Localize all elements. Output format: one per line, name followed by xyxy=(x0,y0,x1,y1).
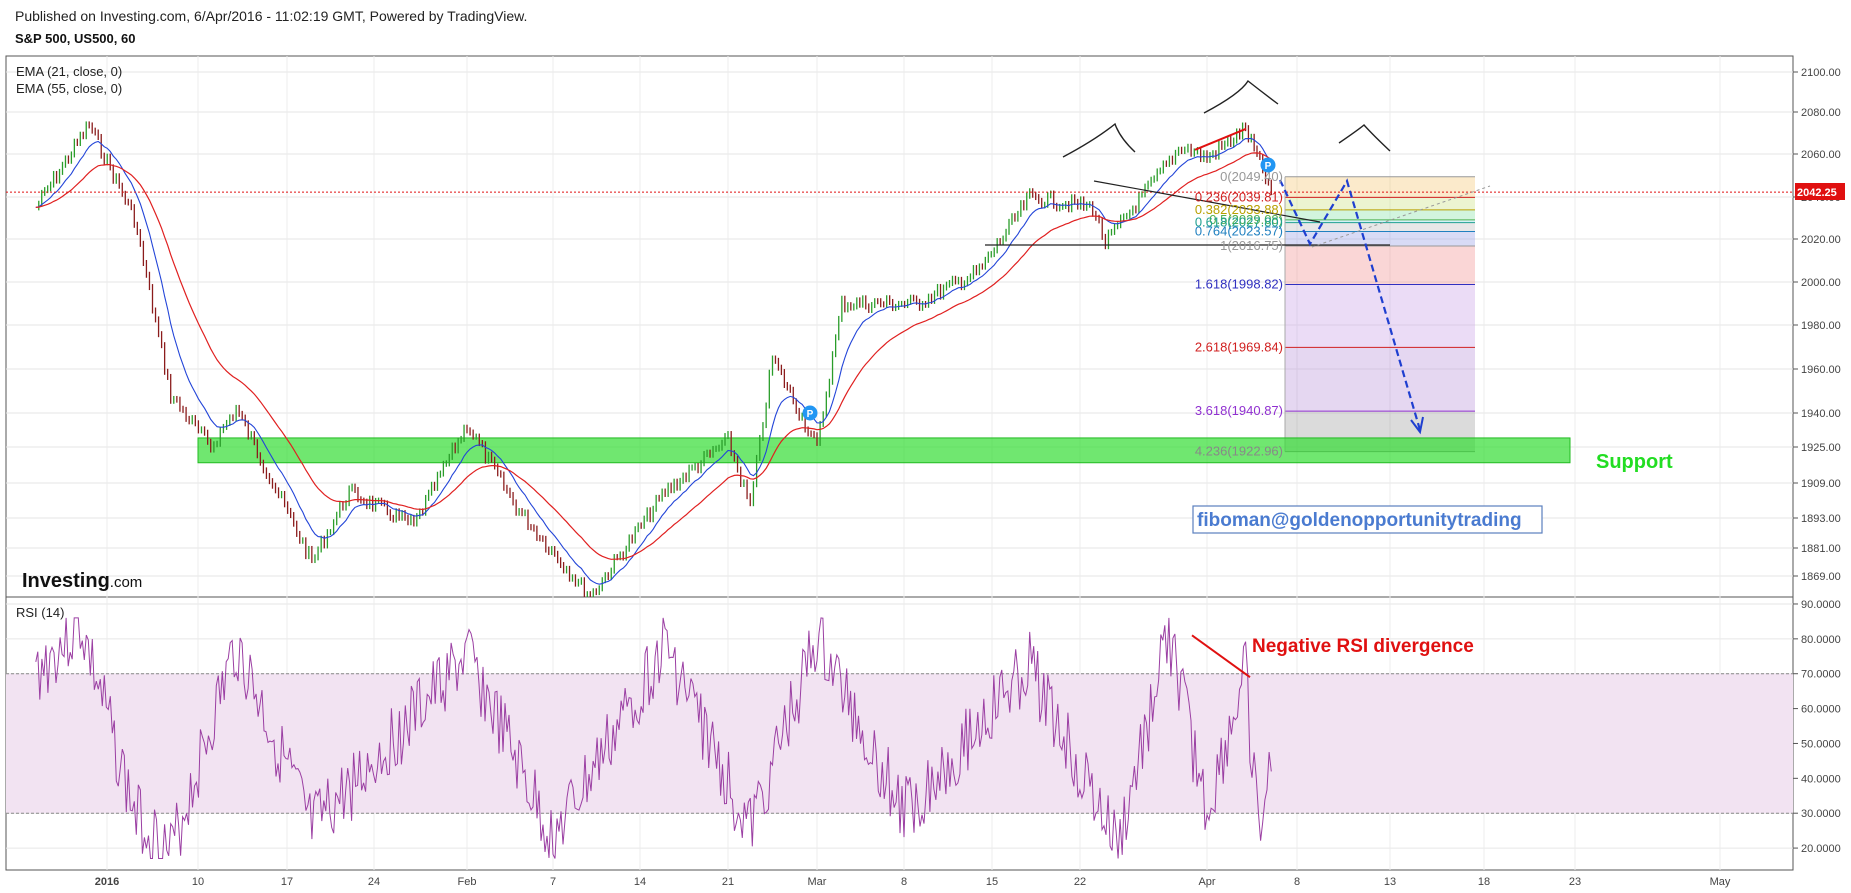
fib-level-label: 3.618(1940.87) xyxy=(1195,403,1283,418)
support-zone xyxy=(197,437,1571,464)
dotted-projection xyxy=(1311,185,1491,248)
fibonacci-zones xyxy=(1284,176,1475,453)
watermark-box xyxy=(1192,505,1543,534)
current-price-value: 2042.25 xyxy=(1797,187,1837,199)
current-price-tag xyxy=(1795,183,1845,200)
time-tick-label: 13 xyxy=(1384,876,1396,888)
time-tick-label: 8 xyxy=(901,876,907,888)
ema21-legend: EMA (21, close, 0) xyxy=(16,64,122,79)
price-tick-label: 2100.00 xyxy=(1801,67,1841,79)
time-tick-label: 17 xyxy=(281,876,293,888)
time-tick-label: 18 xyxy=(1478,876,1490,888)
fib-level-label: 1(2016.75) xyxy=(1220,238,1283,253)
fib-level-label: 0.764(2023.57) xyxy=(1195,224,1283,239)
drawings xyxy=(6,79,1793,679)
price-tick-label: 1893.00 xyxy=(1801,513,1841,525)
rsi-tick-label: 90.0000 xyxy=(1801,599,1841,611)
fib-level-label: 4.236(1922.96) xyxy=(1195,444,1283,459)
rsi-legend: RSI (14) xyxy=(16,605,64,620)
left-shoulder-arc xyxy=(1062,122,1136,158)
fibonacci-labels: 0(2049.40)0.236(2039.81)0.382(2033.88)0.… xyxy=(1195,169,1283,459)
fib-zone xyxy=(1285,245,1475,285)
symbol-title: S&P 500, US500, 60 xyxy=(15,31,136,46)
time-tick-label: 22 xyxy=(1074,876,1086,888)
ema21-line xyxy=(35,137,1272,585)
price-tick-label: 2080.00 xyxy=(1801,107,1841,119)
time-tick-label: 2016 xyxy=(95,876,119,888)
fib-zone xyxy=(1285,284,1475,348)
rsi-tick-label: 50.0000 xyxy=(1801,738,1841,750)
fib-level-label: 0.236(2039.81) xyxy=(1195,189,1283,204)
support-label: Support xyxy=(1596,451,1673,473)
pivot-marker-1[interactable]: P xyxy=(1260,157,1276,173)
price-tick-label: 1881.00 xyxy=(1801,543,1841,555)
x-axis: 2016 10 17 24 Feb 7 14 21 Mar 8 15 22 Apr 8 13 18 23 May xyxy=(95,876,1731,888)
rsi-tick-label: 80.0000 xyxy=(1801,634,1841,646)
projection-path xyxy=(1279,178,1422,431)
price-tick-label: 1960.00 xyxy=(1801,364,1841,376)
price-tick-label: 1869.00 xyxy=(1801,571,1841,583)
fib-level-label: 0.382(2033.88) xyxy=(1195,202,1283,217)
time-tick-label: May xyxy=(1710,876,1731,888)
fib-level-label: 2.618(1969.84) xyxy=(1195,339,1283,354)
time-tick-label: Apr xyxy=(1198,876,1215,888)
trend-line xyxy=(1093,180,1321,223)
rsi-series xyxy=(35,617,1272,859)
rsi-divergence-line xyxy=(1191,634,1251,679)
support-zone-rect xyxy=(197,437,1571,464)
price-series xyxy=(35,121,1272,597)
svg-text:P: P xyxy=(807,409,814,420)
time-tick-label: 10 xyxy=(192,876,204,888)
price-divergence-line xyxy=(1194,127,1247,151)
rsi-tick-label: 30.0000 xyxy=(1801,808,1841,820)
time-tick-label: Feb xyxy=(458,876,477,888)
rsi-divergence-label: Negative RSI divergence xyxy=(1252,636,1474,657)
ema55-legend: EMA (55, close, 0) xyxy=(16,81,122,96)
price-tick-label: 2060.00 xyxy=(1801,149,1841,161)
ema55-line xyxy=(35,152,1272,560)
fib-zone xyxy=(1285,231,1475,246)
fib-zone xyxy=(1285,222,1475,232)
rsi-tick-label: 70.0000 xyxy=(1801,669,1841,681)
price-tick-label: 1925.00 xyxy=(1801,442,1841,454)
time-tick-label: 8 xyxy=(1294,876,1300,888)
price-tick-label: 1980.00 xyxy=(1801,320,1841,332)
price-tick-label: 1909.00 xyxy=(1801,478,1841,490)
right-shoulder-arc xyxy=(1338,124,1391,152)
rsi-tick-label: 20.0000 xyxy=(1801,843,1841,855)
fib-level-label: 0.5(2029.08) xyxy=(1209,212,1283,227)
time-tick-label: 14 xyxy=(634,876,646,888)
fib-zone xyxy=(1285,197,1475,210)
projection-arrowhead xyxy=(1410,416,1424,435)
rsi-tick-label: 60.0000 xyxy=(1801,704,1841,716)
time-tick-label: 15 xyxy=(986,876,998,888)
watermark-text: fiboman@goldenopportunitytrading xyxy=(1197,510,1522,531)
fib-level-label: 0(2049.40) xyxy=(1220,169,1283,184)
time-tick-label: Mar xyxy=(808,876,827,888)
fib-zone xyxy=(1285,209,1475,220)
head-arc xyxy=(1203,79,1279,114)
investing-logo: Investing.com xyxy=(22,570,142,592)
svg-text:P: P xyxy=(1265,161,1272,172)
fib-zone xyxy=(1285,176,1475,198)
time-tick-label: 24 xyxy=(368,876,380,888)
rsi-tick-label: 40.0000 xyxy=(1801,773,1841,785)
y-axis: 2100.002080.002060.002040.002020.002000.… xyxy=(1793,67,1841,855)
price-tick-label: 1940.00 xyxy=(1801,408,1841,420)
fib-level-label: 0.618(2027.80) xyxy=(1195,215,1283,230)
fib-level-label: 1.618(1998.82) xyxy=(1195,277,1283,292)
rsi-line xyxy=(35,617,1272,859)
time-tick-label: 7 xyxy=(550,876,556,888)
fib-zone xyxy=(1285,219,1475,223)
price-tick-label: 2020.00 xyxy=(1801,234,1841,246)
published-info: Published on Investing.com, 6/Apr/2016 -… xyxy=(15,8,528,24)
price-tick-label: 2000.00 xyxy=(1801,277,1841,289)
time-tick-label: 23 xyxy=(1569,876,1581,888)
pivot-marker-2[interactable]: P xyxy=(802,405,818,421)
fib-zone xyxy=(1285,347,1475,412)
time-tick-label: 21 xyxy=(722,876,734,888)
